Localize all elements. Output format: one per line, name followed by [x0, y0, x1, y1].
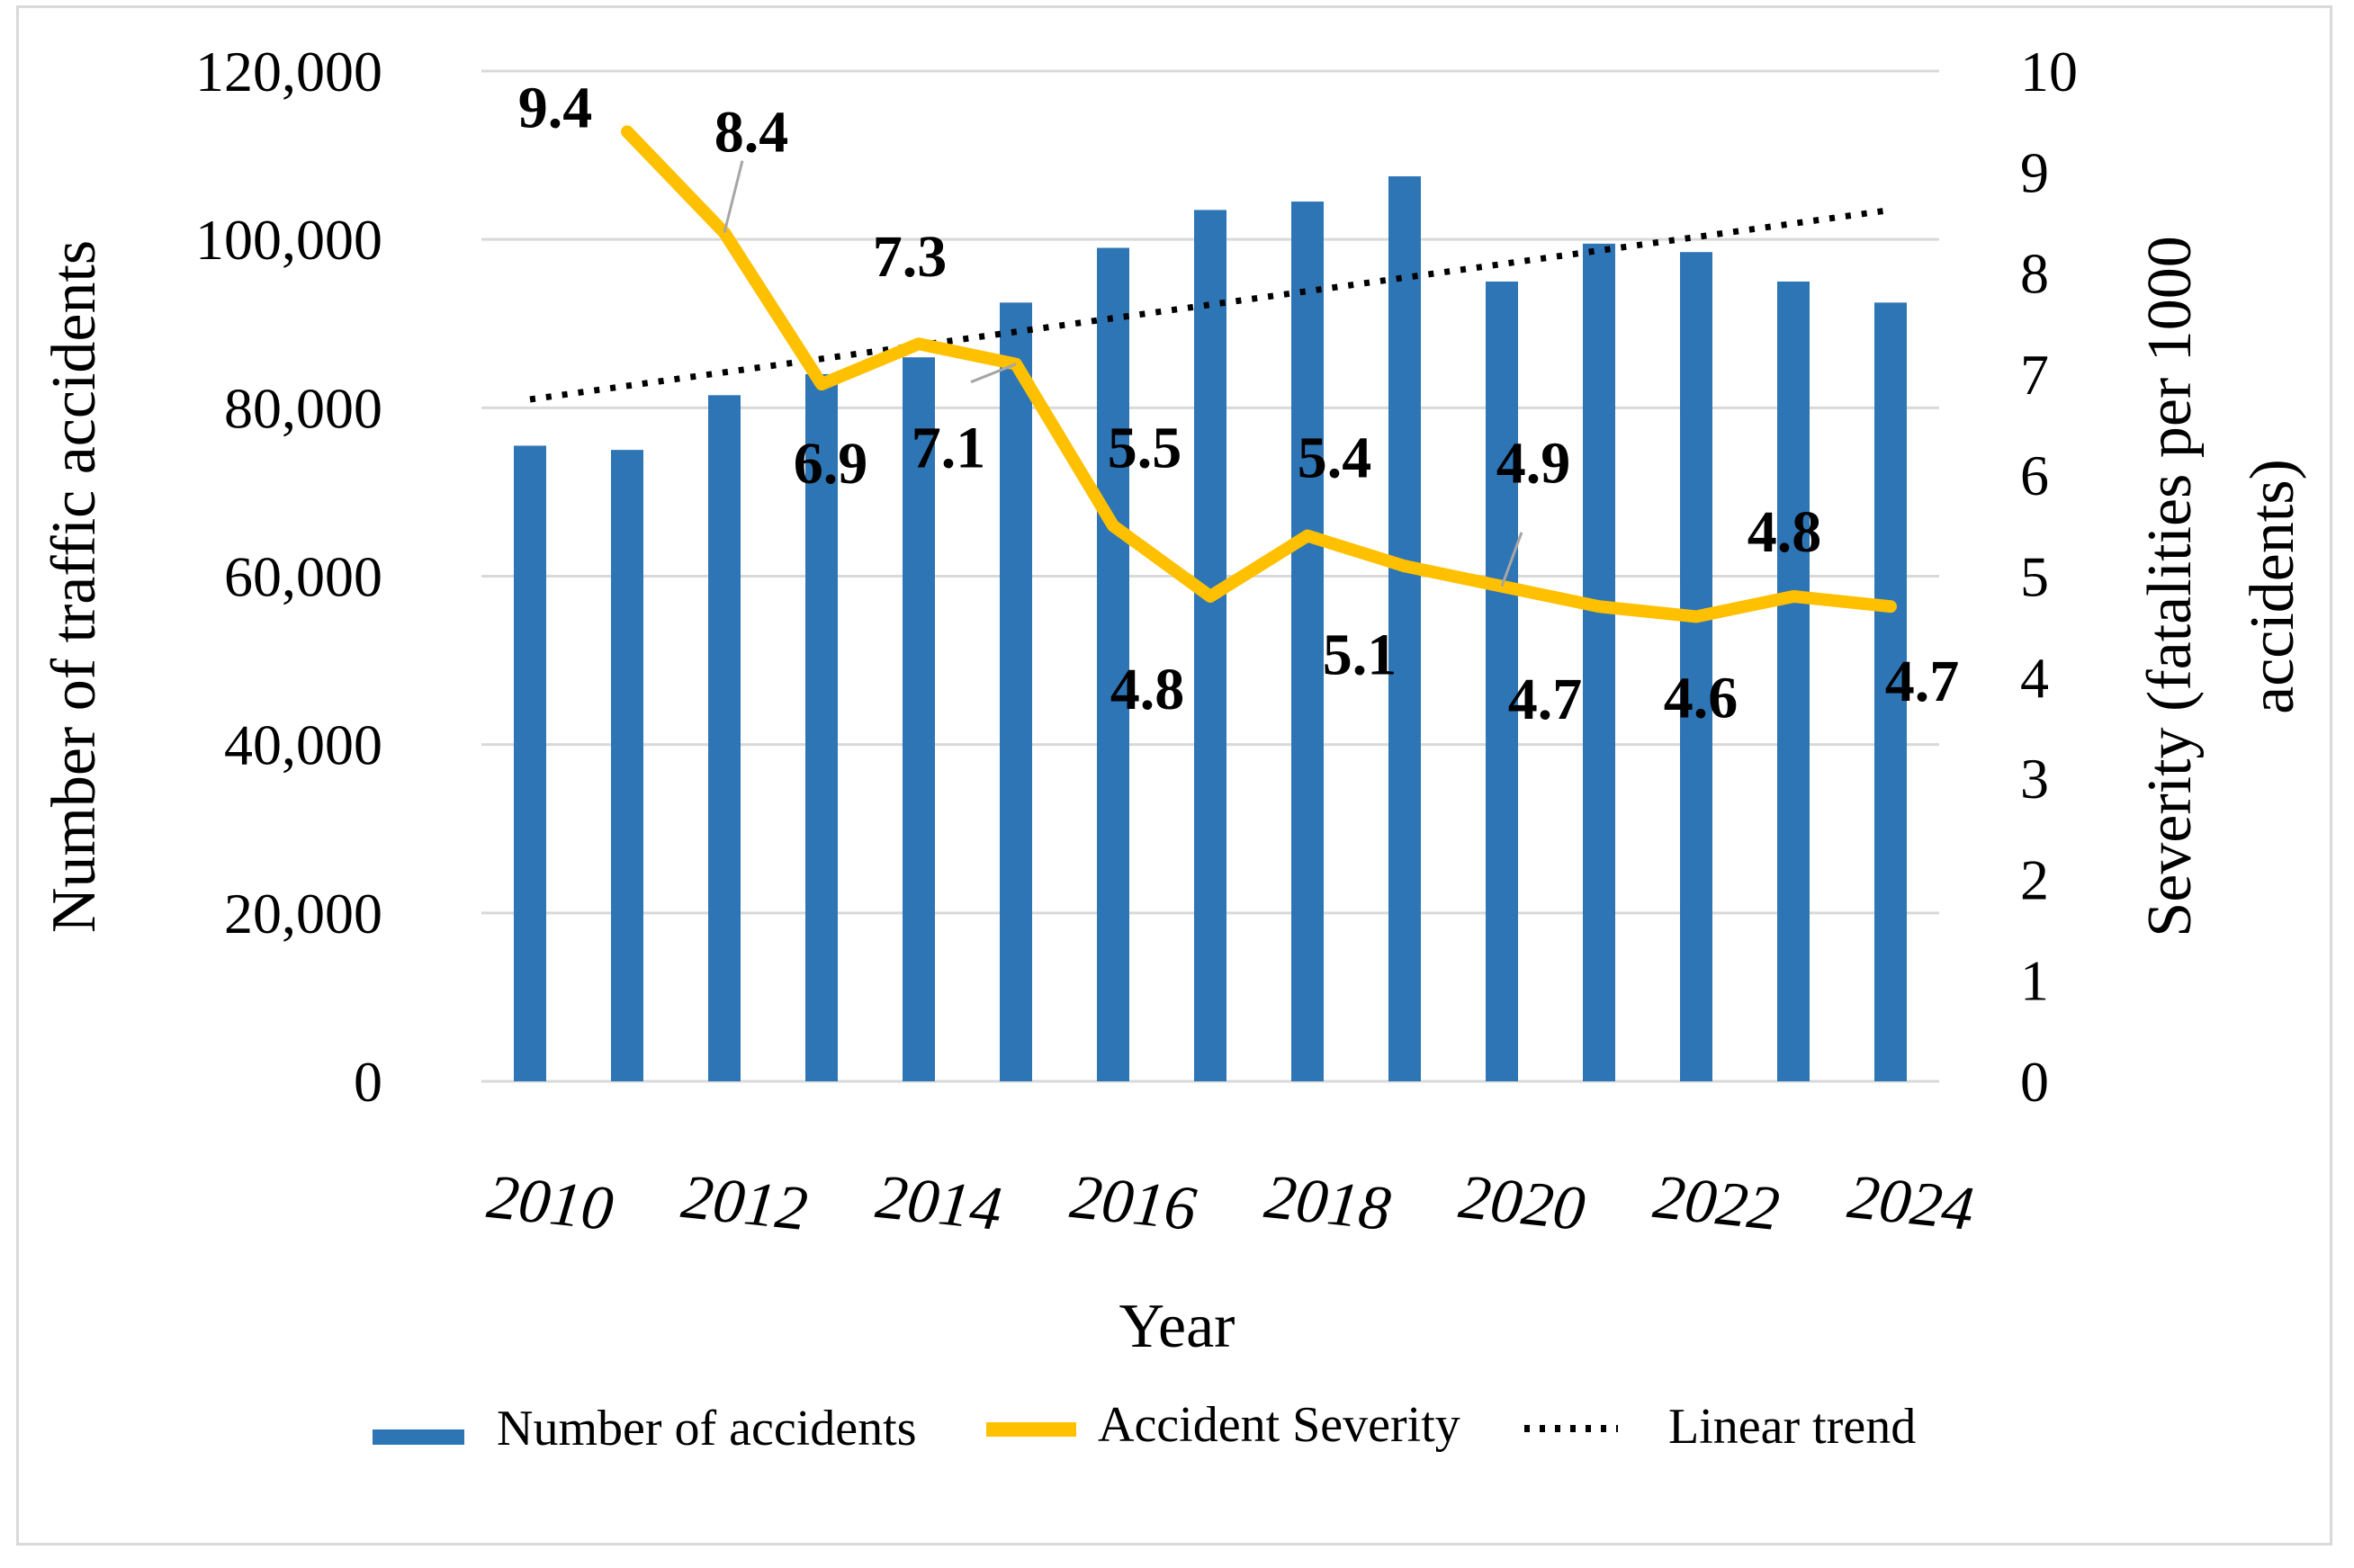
trend-line-path — [529, 206, 1891, 403]
y-tick-label: 80,000 — [224, 376, 382, 440]
data-labels: 9.4 8.4 6.9 7.3 7.1 5.5 4.8 5.4 5.1 4.9 4.7 4.6 4.8 4… — [518, 75, 1960, 732]
x-axis: 2010 2012 2014 2016 2018 2020 2022 2024 — [484, 1162, 1977, 1244]
bar — [708, 395, 741, 1081]
bar — [1583, 243, 1615, 1081]
severity-data-label: 5.5 — [1108, 415, 1182, 480]
severity-data-label: 4.8 — [1110, 657, 1185, 722]
label-leaders — [723, 160, 1523, 587]
bar — [1388, 175, 1421, 1081]
y-tick-label: 60,000 — [224, 545, 382, 609]
y2-axis-title-line1: Severity (fatalities per 1000 — [2135, 236, 2205, 936]
x-tick-label: 2022 — [1650, 1162, 1783, 1244]
bar — [1874, 302, 1907, 1082]
bar — [1194, 210, 1226, 1082]
label-leader-line — [970, 363, 1017, 384]
x-tick-label: 2018 — [1262, 1162, 1394, 1244]
x-tick-label: 2014 — [873, 1162, 1005, 1244]
bar — [611, 450, 643, 1081]
y-tick-label: 20,000 — [224, 882, 382, 945]
bar — [1777, 281, 1810, 1081]
label-leader-line — [1500, 532, 1523, 587]
bar — [1000, 302, 1032, 1082]
y2-tick-label: 9 — [2020, 140, 2049, 204]
y-tick-label: 0 — [354, 1050, 382, 1114]
y2-tick-label: 1 — [2020, 949, 2049, 1013]
y2-axis-title-line2: accidents) — [2238, 459, 2307, 714]
legend-swatch-severity — [986, 1422, 1076, 1437]
y2-tick-label: 8 — [2020, 242, 2049, 306]
y2-tick-label: 10 — [2020, 40, 2078, 103]
chart-frame — [16, 5, 2332, 1546]
severity-data-label: 5.1 — [1323, 622, 1397, 687]
severity-data-label: 8.4 — [714, 100, 789, 166]
y2-tick-label: 0 — [2020, 1050, 2049, 1114]
y-tick-label: 100,000 — [195, 208, 382, 272]
legend-swatch-accidents — [373, 1429, 464, 1445]
y-tick-label: 120,000 — [195, 40, 382, 103]
x-tick-label: 2010 — [484, 1162, 616, 1244]
trend-line — [529, 206, 1891, 403]
y2-tick-label: 7 — [2020, 343, 2049, 407]
bar — [1486, 281, 1518, 1081]
bar — [514, 445, 546, 1082]
legend-label-severity: Accident Severity — [1098, 1397, 1460, 1453]
severity-data-label: 7.3 — [873, 224, 948, 290]
y2-tick-label: 5 — [2020, 545, 2049, 609]
bar — [805, 373, 838, 1081]
severity-data-label: 4.7 — [1885, 649, 1960, 714]
severity-data-label: 6.9 — [794, 431, 868, 497]
severity-data-label: 4.6 — [1664, 665, 1739, 730]
legend-label-accidents: Number of accidents — [497, 1401, 916, 1456]
y-axis-left: 0 20,000 40,000 60,000 80,000 100,000 120,000 — [195, 40, 382, 1114]
x-tick-label: 2012 — [678, 1162, 811, 1244]
y-tick-label: 40,000 — [224, 713, 382, 777]
bar — [1680, 252, 1712, 1081]
y-axis-title: Number of traffic accidents — [40, 240, 109, 933]
bar — [1291, 202, 1324, 1081]
x-axis-title: Year — [1119, 1292, 1235, 1361]
bars — [514, 175, 1907, 1082]
y2-tick-label: 6 — [2020, 444, 2049, 507]
severity-data-label: 4.7 — [1508, 667, 1583, 732]
x-tick-label: 2024 — [1845, 1162, 1977, 1244]
y2-tick-label: 4 — [2020, 646, 2049, 710]
x-tick-label: 2016 — [1067, 1162, 1199, 1244]
severity-line-group — [621, 125, 1897, 623]
severity-data-label: 9.4 — [518, 75, 593, 140]
severity-data-label: 4.8 — [1748, 499, 1822, 565]
bar — [1097, 247, 1129, 1081]
severity-data-label: 4.9 — [1496, 431, 1571, 497]
severity-data-label: 5.4 — [1298, 426, 1372, 491]
severity-data-label: 7.1 — [912, 416, 986, 481]
y2-tick-label: 3 — [2020, 747, 2049, 811]
legend: Number of accidents Accident Severity Li… — [373, 1397, 1916, 1456]
x-tick-label: 2020 — [1456, 1162, 1588, 1244]
severity-line — [621, 125, 1897, 623]
y2-tick-label: 2 — [2020, 847, 2049, 911]
bar — [903, 357, 935, 1081]
y-axis-right: 0 1 2 3 4 5 6 7 8 9 10 — [2020, 40, 2078, 1114]
label-leader-line — [723, 160, 744, 234]
legend-label-trend: Linear trend — [1668, 1399, 1916, 1455]
